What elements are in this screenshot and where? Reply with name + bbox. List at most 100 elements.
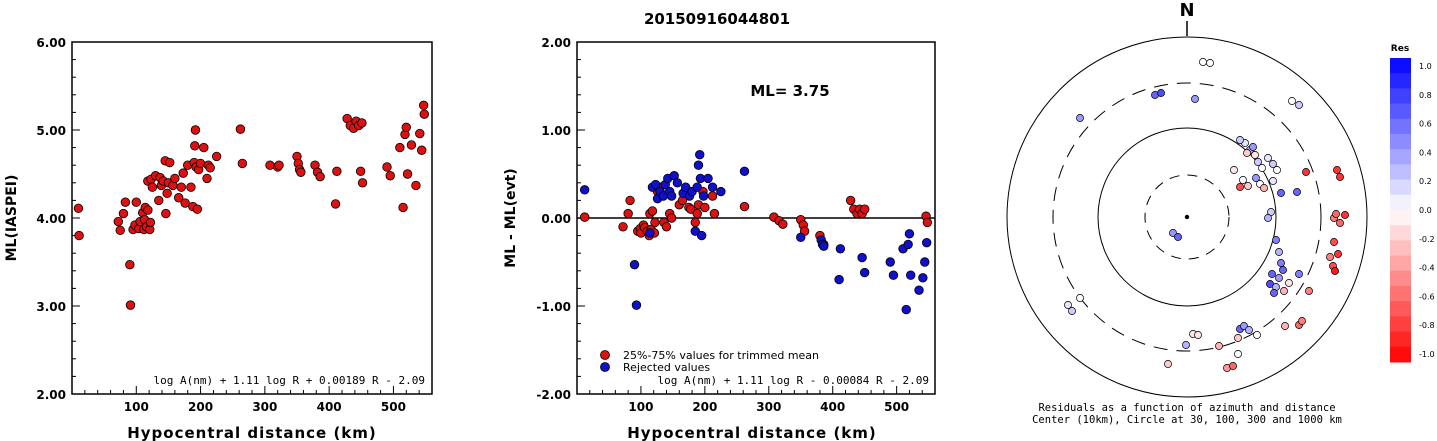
chart2-point: [647, 206, 658, 216]
chart1-point: [357, 178, 368, 188]
station-marker: [1174, 233, 1182, 241]
chart2-point: [650, 217, 660, 228]
chart1-xtick-label: 500: [381, 400, 406, 414]
colorbar-tick-label: -1.0: [1419, 350, 1435, 359]
station-marker: [1258, 164, 1266, 172]
colorbar-tick-label: 0.8: [1419, 91, 1432, 100]
station-marker: [1076, 114, 1084, 122]
chart1-point: [406, 140, 417, 150]
chart1-point: [145, 217, 156, 228]
station-marker: [1234, 334, 1242, 342]
station-marker: [1254, 158, 1262, 166]
legend-marker-rejected: [600, 362, 610, 372]
station-marker: [1275, 248, 1283, 256]
station-marker: [1229, 362, 1237, 370]
chart1-xlabel: Hypocentral distance (km): [127, 424, 377, 441]
chart1-points: [73, 100, 429, 310]
chart2-point: [686, 204, 696, 214]
chart1-ticks: 100 200 300 400 500 2.00 3.00 4.00 5.00 6.00: [36, 36, 420, 414]
chart2-point: [906, 270, 916, 280]
chart1-frame: [71, 41, 433, 395]
chart2-point: [623, 208, 633, 219]
colorbar-cell: [1390, 179, 1411, 196]
colorbar-cell: [1390, 316, 1411, 333]
station-marker: [1260, 184, 1268, 192]
chart1-point: [74, 230, 84, 241]
chart1-point: [186, 182, 196, 192]
colorbar-cell: [1390, 286, 1411, 302]
chart1-ytick-label: 6.00: [36, 36, 66, 50]
chart2-point: [904, 229, 915, 239]
station-marker: [1305, 287, 1313, 295]
chart2-ticks: 100 200 300 400 500 -2.00 -1.00 0.00 1.00 2.00: [536, 36, 923, 414]
station-marker: [1336, 173, 1344, 181]
station-marker: [1243, 149, 1251, 157]
colorbar-cell: [1390, 346, 1411, 363]
chart1-ytick-label: 3.00: [36, 300, 66, 314]
chart2-point: [914, 285, 924, 295]
north-label: N: [1179, 0, 1194, 21]
station-marker: [1164, 360, 1172, 368]
chart2-xtick-label: 400: [820, 400, 845, 414]
chart2-point: [709, 208, 720, 219]
residual-colorbar: Res 1.0 0.8 0.6 0.4 0.2 0.0 -0.2 -0.4 -0.6 -0.8 -1…: [1390, 44, 1435, 363]
chart1-point: [332, 166, 342, 177]
station-marker: [1244, 182, 1252, 190]
chart2-point: [629, 259, 640, 270]
chart2-point: [645, 228, 655, 238]
colorbar-cell: [1390, 149, 1411, 165]
station-marker: [1252, 174, 1260, 182]
station-marker: [1215, 342, 1223, 350]
chart2-ml-annotation: ML= 3.75: [750, 82, 829, 100]
chart2-point: [690, 217, 700, 228]
colorbar-cell: [1390, 88, 1411, 105]
station-marker: [1264, 214, 1272, 222]
chart1-point: [357, 118, 367, 128]
colorbar-cell: [1390, 118, 1411, 135]
station-marker: [1236, 183, 1244, 191]
station-marker: [1277, 189, 1285, 197]
chart1-point: [174, 193, 184, 203]
station-marker: [1076, 294, 1084, 302]
station-marker: [1239, 176, 1247, 184]
chart2-point: [707, 182, 718, 192]
chart2-point: [921, 237, 932, 248]
colorbar-cell: [1390, 240, 1411, 257]
chart2-ytick-label: -2.00: [536, 388, 571, 402]
station-marker: [1293, 188, 1301, 196]
station-marker: [1333, 166, 1341, 174]
ring-300km: [1052, 82, 1322, 352]
chart1-point: [125, 300, 136, 310]
chart1-point: [131, 197, 141, 207]
chart2-point: [700, 202, 710, 213]
chart2-point: [650, 179, 661, 190]
chart2-point: [692, 208, 702, 219]
station-marker: [1182, 341, 1190, 349]
chart2-ytick-label: -1.00: [536, 300, 571, 314]
chart2-point: [819, 241, 829, 251]
chart1-point: [73, 203, 84, 214]
station-marker: [1064, 301, 1072, 309]
chart2-xlabel: Hypocentral distance (km): [627, 424, 877, 441]
chart2-point: [716, 186, 726, 197]
station-marker: [1253, 331, 1261, 339]
chart2-formula: log A(nm) + 1.11 log R - 0.00084 R - 2.0…: [657, 374, 929, 387]
chart1-point: [195, 158, 206, 169]
chart1-point: [235, 124, 246, 134]
chart1-point: [178, 168, 188, 178]
colorbar-tick-label: -0.4: [1419, 264, 1435, 273]
chart1-point: [147, 182, 158, 192]
chart2-xtick-label: 500: [884, 400, 909, 414]
chart1-point: [296, 167, 306, 177]
chart2-point: [857, 252, 867, 263]
station-markers: [1064, 58, 1349, 372]
chart2-point: [703, 173, 713, 184]
station-marker: [1249, 143, 1257, 151]
chart1-point: [330, 199, 341, 209]
chart2-ylabel: ML - ML(evt): [503, 168, 519, 267]
station-marker: [1336, 219, 1344, 227]
station-marker: [1206, 59, 1214, 67]
chart1-point: [143, 205, 153, 215]
chart2-point: [672, 178, 683, 188]
chart1-point: [385, 171, 395, 181]
